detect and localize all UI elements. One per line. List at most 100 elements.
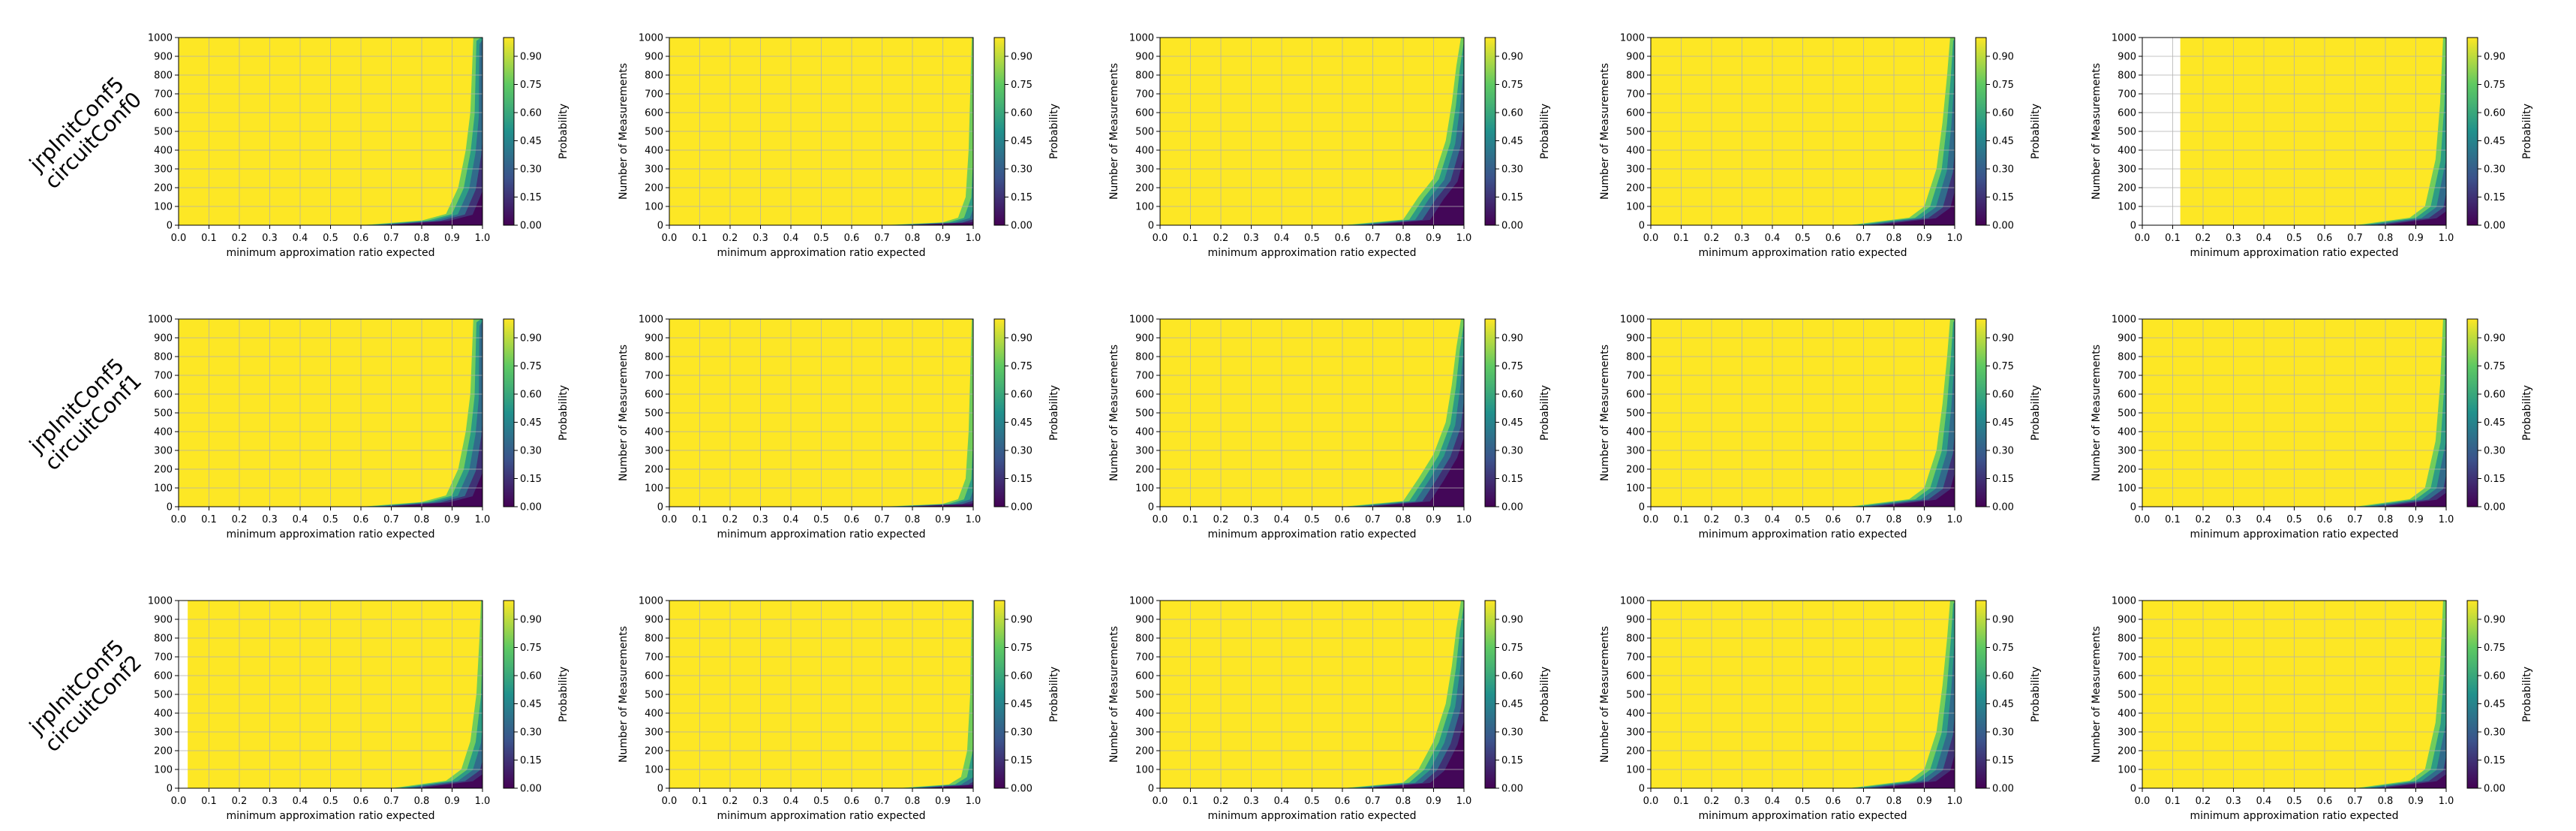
- x-tick-label: 0.7: [1365, 514, 1381, 525]
- y-axis-label: Number of Measurements: [1599, 626, 1611, 763]
- x-tick-label: 0.0: [2135, 796, 2151, 807]
- y-tick-label: 400: [645, 427, 663, 438]
- colorbar-tick-label: 0.60: [520, 671, 542, 682]
- x-tick-label: 0.9: [935, 233, 951, 244]
- y-tick-label: 800: [2118, 352, 2136, 363]
- heatmap-area: [1651, 319, 1955, 507]
- colorbar-tick-label: 0.60: [1992, 108, 2014, 119]
- y-tick-label: 0: [1639, 221, 1645, 232]
- y-tick-label: 500: [154, 690, 173, 701]
- y-tick-label: 800: [1135, 352, 1154, 363]
- colorbar-label: Probability: [2030, 385, 2042, 441]
- colorbar-tick-label: 0.60: [1011, 671, 1033, 682]
- colorbar-tick-label: 0.75: [1992, 361, 2014, 372]
- colorbar-tick-label: 0.75: [1501, 80, 1523, 91]
- x-tick-label: 0.1: [1183, 233, 1198, 244]
- x-tick-label: 0.8: [1886, 514, 1902, 525]
- row-labels: jrpInitConf5circuitConf0 jrpInitConf5circ…: [23, 72, 146, 757]
- y-tick-label: 800: [2118, 71, 2136, 82]
- heatmap-area: [669, 38, 973, 225]
- y-tick-label: 700: [645, 89, 663, 101]
- x-tick-label: 1.0: [475, 514, 491, 525]
- colorbar-tick-label: 0.00: [1011, 502, 1033, 513]
- colorbar-gradient: [503, 37, 515, 226]
- x-tick-label: 0.3: [1243, 514, 1259, 525]
- y-tick-label: 700: [1135, 371, 1154, 382]
- colorbar-gradient: [993, 318, 1005, 507]
- colorbar-tick-label: 0.45: [520, 699, 542, 710]
- y-tick-label: 200: [2118, 746, 2136, 757]
- y-axis-label: Number of Measurements: [1108, 626, 1120, 763]
- colorbar-tick-label: 0.15: [520, 755, 542, 766]
- y-tick-label: 300: [1626, 727, 1645, 739]
- colorbar-tick-label: 0.75: [2484, 643, 2505, 654]
- x-tick-label: 0.7: [1856, 514, 1871, 525]
- x-axis-label: minimum approximation ratio expected: [2190, 810, 2398, 822]
- colorbar-tick-label: 0.00: [2484, 784, 2505, 795]
- colorbar-tick-label: 0.30: [1992, 446, 2014, 457]
- y-tick-label: 400: [154, 427, 173, 438]
- y-tick-label: 300: [2118, 164, 2136, 176]
- colorbar-tick-label: 0.45: [1992, 417, 2014, 429]
- colorbar-label: Probability: [1048, 667, 1060, 722]
- x-tick-label: 0.2: [1213, 514, 1229, 525]
- x-tick-label: 0.2: [723, 514, 738, 525]
- colorbar-gradient: [503, 318, 515, 507]
- y-tick-label: 900: [154, 333, 173, 345]
- x-tick-label: 1.0: [2439, 233, 2454, 244]
- x-tick-label: 0.6: [1335, 796, 1351, 807]
- y-tick-label: 200: [1135, 465, 1154, 476]
- colorbar: 0.00 0.15 0.30 0.45 0.60 0.75 0.90 Probability: [1484, 37, 1551, 232]
- y-tick-label: 600: [645, 108, 663, 119]
- colorbar-tick-label: 0.45: [1011, 417, 1033, 429]
- y-tick-label: 100: [645, 202, 663, 213]
- x-tick-label: 0.0: [662, 514, 678, 525]
- x-tick-label: 0.9: [1426, 796, 1441, 807]
- x-tick-label: 0.7: [2347, 796, 2363, 807]
- y-tick-label: 700: [154, 652, 173, 664]
- y-tick-label: 200: [1626, 746, 1645, 757]
- row-label: jrpInitConf5circuitConf2: [23, 634, 146, 757]
- x-tick-label: 0.1: [1183, 796, 1198, 807]
- x-tick-label: 0.3: [753, 233, 768, 244]
- colorbar: 0.00 0.15 0.30 0.45 0.60 0.75 0.90 Probability: [993, 600, 1060, 795]
- heatmap-transition-band: [924, 784, 973, 788]
- y-tick-label: 200: [645, 465, 663, 476]
- x-tick-label: 0.8: [2378, 796, 2394, 807]
- colorbar-tick-label: 0.30: [2484, 164, 2505, 176]
- y-axis-label: Number of Measurements: [618, 345, 630, 481]
- x-tick-label: 0.7: [874, 514, 890, 525]
- colorbar: 0.00 0.15 0.30 0.45 0.60 0.75 0.90 Probability: [503, 318, 570, 513]
- colorbar-gradient: [1484, 37, 1496, 226]
- x-tick-label: 0.1: [1673, 796, 1689, 807]
- colorbar-tick-label: 0.45: [1992, 136, 2014, 147]
- x-tick-label: 0.6: [353, 796, 369, 807]
- colorbar-tick-label: 0.60: [1011, 108, 1033, 119]
- colorbar-tick-label: 0.60: [520, 108, 542, 119]
- y-tick-label: 600: [154, 108, 173, 119]
- colorbar-label: Probability: [2030, 104, 2042, 159]
- x-tick-label: 0.9: [1916, 233, 1932, 244]
- colorbar-tick-label: 0.90: [2484, 52, 2505, 63]
- y-tick-label: 100: [1626, 483, 1645, 495]
- y-tick-label: 300: [1135, 446, 1154, 457]
- x-axis-label: minimum approximation ratio expected: [2190, 247, 2398, 259]
- x-tick-label: 0.0: [2135, 233, 2151, 244]
- x-tick-label: 1.0: [2439, 514, 2454, 525]
- x-tick-label: 0.2: [1213, 796, 1229, 807]
- y-tick-label: 1000: [2112, 315, 2136, 326]
- y-tick-label: 400: [1135, 709, 1154, 720]
- x-tick-label: 0.3: [1734, 796, 1750, 807]
- colorbar-label: Probability: [1539, 385, 1551, 441]
- colorbar-tick-label: 0.90: [520, 615, 542, 626]
- colorbar-tick-label: 0.45: [520, 136, 542, 147]
- x-tick-label: 0.0: [171, 796, 187, 807]
- y-tick-label: 800: [645, 352, 663, 363]
- y-tick-label: 1000: [639, 33, 663, 44]
- colorbar-tick-label: 0.60: [1011, 390, 1033, 401]
- y-tick-label: 800: [1626, 71, 1645, 82]
- colorbar-tick-label: 0.75: [520, 361, 542, 372]
- y-tick-label: 900: [1135, 333, 1154, 345]
- heatmap-transition-band: [888, 438, 973, 507]
- y-tick-label: 300: [645, 727, 663, 739]
